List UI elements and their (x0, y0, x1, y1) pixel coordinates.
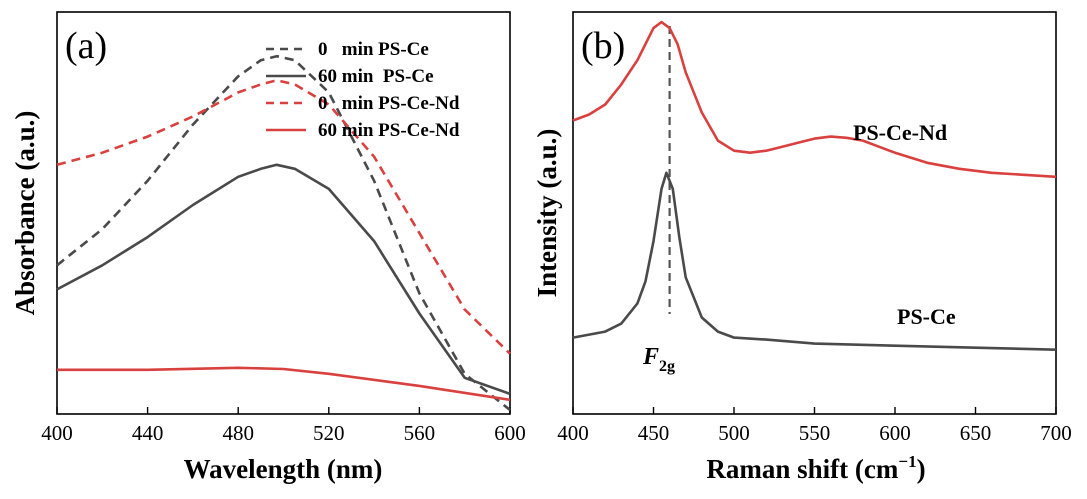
legend-entry: 60 min PS-Ce-Nd (318, 120, 460, 141)
f2g-peak-label: F2g (642, 344, 675, 375)
legend-entry: 60 min PS-Ce (318, 66, 434, 87)
series-line-ps-ce-nd (572, 20, 1057, 179)
f2g-subscript: 2g (659, 358, 675, 375)
series-label-ps-ce: PS-Ce (897, 304, 956, 329)
panel-a-y-axis-title: Absorbance (a.u.) (10, 111, 40, 316)
series-line-60-min-ps-ce-nd (57, 366, 511, 402)
panel-b-x-title-sup: −1 (898, 452, 916, 471)
panel-b: 400 450 500 550 600 650 700 (b) PS-Ce-Nd PS-Ce… (532, 11, 1072, 484)
panel-b-x-tick-label: 700 (1040, 421, 1072, 445)
panel-a-legend: 0 min PS-Ce 60 min PS-Ce 0 min PS-Ce-Nd 60 … (266, 39, 460, 141)
panel-b-x-tick-label: 400 (557, 421, 589, 445)
panel-b-label: (b) (581, 25, 625, 67)
series-label-ps-ce-nd: PS-Ce-Nd (853, 120, 947, 145)
panel-a-x-tick-label: 560 (404, 421, 436, 445)
panel-a-x-tick-label: 480 (222, 421, 254, 445)
panel-a-x-axis-title: Wavelength (nm) (184, 454, 383, 484)
panel-b-x-tick-label: 450 (638, 421, 670, 445)
panel-b-y-axis-title: Intensity (a.u.) (532, 129, 562, 298)
panel-b-x-tick-label: 550 (799, 421, 831, 445)
panel-a-x-tick-label: 400 (41, 421, 73, 445)
panel-b-x-ticks: 400 450 500 550 600 650 700 (557, 407, 1072, 445)
panel-b-x-title-main: Raman shift (cm (706, 454, 898, 484)
panel-b-x-tick-label: 500 (718, 421, 750, 445)
panel-a-x-tick-label: 440 (132, 421, 164, 445)
f2g-main: F (642, 344, 659, 370)
panel-a-x-ticks: 400 440 480 520 560 600 (41, 407, 526, 445)
panel-b-x-title-suffix: ) (917, 454, 926, 484)
series-line-0-min-ps-ce-nd (56, 79, 511, 355)
series-line-ps-ce (572, 171, 1057, 351)
series-line-60-min-ps-ce (56, 163, 511, 396)
legend-entry: 0 min PS-Ce-Nd (318, 93, 460, 114)
panel-a-x-tick-label: 520 (313, 421, 345, 445)
panel-a-x-tick-label: 600 (494, 421, 526, 445)
panel-a-label: (a) (65, 25, 107, 67)
panel-b-x-tick-label: 650 (960, 421, 992, 445)
panel-b-x-tick-label: 600 (879, 421, 911, 445)
panel-b-series (572, 20, 1057, 351)
series-line-0-min-ps-ce (56, 54, 511, 412)
legend-entry: 0 min PS-Ce (318, 39, 429, 60)
panel-a-frame (56, 11, 511, 415)
panel-a-series (56, 54, 511, 412)
panel-b-x-axis-title: Raman shift (cm−1) (706, 452, 925, 484)
panel-a: 400 440 480 520 560 600 (a) 0 min PS-Ce 60 min… (10, 11, 526, 484)
